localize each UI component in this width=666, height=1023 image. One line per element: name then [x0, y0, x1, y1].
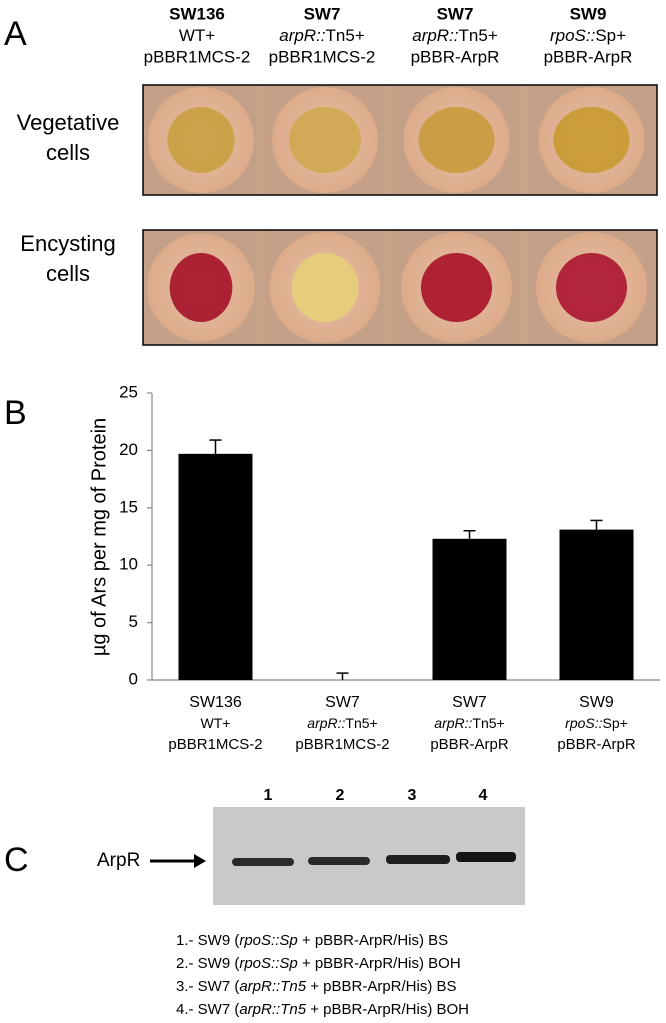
strain-name: SW9	[570, 4, 607, 23]
row-label: Vegetative	[17, 110, 120, 135]
x-tick-sublabel: pBBR-ArpR	[557, 736, 636, 753]
y-tick-label: 20	[119, 440, 138, 459]
x-tick-sublabel: pBBR-ArpR	[430, 736, 509, 753]
y-tick-label: 15	[119, 497, 138, 516]
text-part: + pBBR-ArpR/His) BS	[298, 932, 448, 949]
text-part: Sp+	[595, 26, 626, 45]
text-part: Tn5+	[472, 715, 504, 731]
plasmid-label: pBBR-ArpR	[544, 47, 633, 66]
text-part: 1.- SW9 (	[176, 932, 239, 949]
row-label: Encysting	[20, 231, 115, 256]
lane-number: 3	[408, 787, 417, 804]
colony	[167, 107, 235, 173]
plasmid-label: pBBR1MCS-2	[269, 47, 376, 66]
genotype-label: rpoS::Sp+	[550, 26, 626, 45]
band	[386, 855, 450, 864]
y-tick-label: 0	[129, 669, 138, 688]
row-label: cells	[46, 261, 90, 286]
text-part: + pBBR-ArpR/His) BOH	[306, 1001, 469, 1018]
y-tick-label: 5	[129, 612, 138, 631]
plasmid-label: pBBR1MCS-2	[144, 47, 251, 66]
legend-line: 3.- SW7 (arpR::Tn5 + pBBR-ArpR/His) BS	[176, 978, 457, 995]
text-part: rpoS::	[565, 715, 602, 731]
strain-name: SW7	[304, 4, 341, 23]
genotype-label: arpR::Tn5+	[434, 715, 504, 731]
error-bar	[336, 672, 349, 680]
text-part: arpR::	[307, 715, 345, 731]
x-tick-sublabel: pBBR1MCS-2	[168, 736, 262, 753]
text-part: Tn5+	[326, 26, 365, 45]
error-bar	[590, 519, 603, 530]
band-label: ArpR	[97, 850, 140, 871]
legend-line: 4.- SW7 (arpR::Tn5 + pBBR-ArpR/His) BOH	[176, 1001, 469, 1018]
colony	[289, 107, 361, 173]
lane-number: 1	[264, 787, 273, 804]
plasmid-label: pBBR-ArpR	[411, 47, 500, 66]
text-part: + pBBR-ArpR/His) BOH	[298, 955, 461, 972]
colony	[418, 107, 495, 173]
text-part: arpR::	[279, 26, 326, 45]
text-part: + pBBR-ArpR/His) BS	[306, 978, 456, 995]
text-part: arpR::	[434, 715, 472, 731]
text-part: WT+	[179, 26, 215, 45]
lane-number: 2	[336, 787, 345, 804]
text-part: Tn5+	[459, 26, 498, 45]
band	[456, 852, 516, 862]
error-bar	[209, 439, 222, 454]
colony	[555, 253, 628, 322]
panel-label: B	[4, 394, 27, 432]
colony	[291, 253, 359, 322]
genotype-label: WT+	[179, 26, 215, 45]
genotype-label: WT+	[201, 715, 231, 731]
error-bar	[463, 530, 476, 539]
genotype-label: arpR::Tn5+	[412, 26, 498, 45]
row-label: cells	[46, 140, 90, 165]
arrow-head	[194, 854, 206, 868]
strain-name: SW136	[169, 4, 225, 23]
text-part: rpoS::	[550, 26, 596, 45]
colony	[420, 253, 493, 322]
x-tick-label: SW136	[189, 694, 242, 711]
text-part: WT+	[201, 715, 231, 731]
genotype-label: arpR::Tn5+	[307, 715, 377, 731]
y-tick-label: 10	[119, 555, 138, 574]
x-tick-label: SW7	[452, 694, 487, 711]
text-part: 2.- SW9 (	[176, 955, 239, 972]
y-axis-label: µg of Ars per mg of Protein	[88, 418, 110, 656]
legend-line: 1.- SW9 (rpoS::Sp + pBBR-ArpR/His) BS	[176, 932, 448, 949]
genotype-label: arpR::Tn5+	[279, 26, 365, 45]
text-part: rpoS::Sp	[239, 932, 297, 949]
lane-number: 4	[479, 787, 488, 804]
bar	[432, 538, 507, 680]
panel-label: C	[4, 841, 29, 879]
photos	[145, 86, 655, 344]
legend-line: 2.- SW9 (rpoS::Sp + pBBR-ArpR/His) BOH	[176, 955, 461, 972]
y-tick-label: 25	[119, 382, 138, 401]
text-part: 4.- SW7 (	[176, 1001, 239, 1018]
bar	[559, 529, 634, 680]
colony	[553, 107, 630, 173]
text-part: arpR::	[412, 26, 459, 45]
panel-label: A	[4, 15, 27, 53]
text-part: Sp+	[603, 715, 628, 731]
bar	[178, 453, 253, 680]
colony	[169, 253, 233, 322]
text-part: Tn5+	[345, 715, 377, 731]
x-tick-label: SW9	[579, 694, 614, 711]
text-part: 3.- SW7 (	[176, 978, 239, 995]
text-part: rpoS::Sp	[239, 955, 297, 972]
genotype-label: rpoS::Sp+	[565, 715, 628, 731]
blot-bands	[232, 852, 516, 866]
band	[232, 858, 294, 866]
x-tick-sublabel: pBBR1MCS-2	[295, 736, 389, 753]
text-part: arpR::Tn5	[239, 1001, 306, 1018]
x-tick-label: SW7	[325, 694, 360, 711]
strain-name: SW7	[437, 4, 474, 23]
band	[308, 857, 370, 865]
text-part: arpR::Tn5	[239, 978, 306, 995]
